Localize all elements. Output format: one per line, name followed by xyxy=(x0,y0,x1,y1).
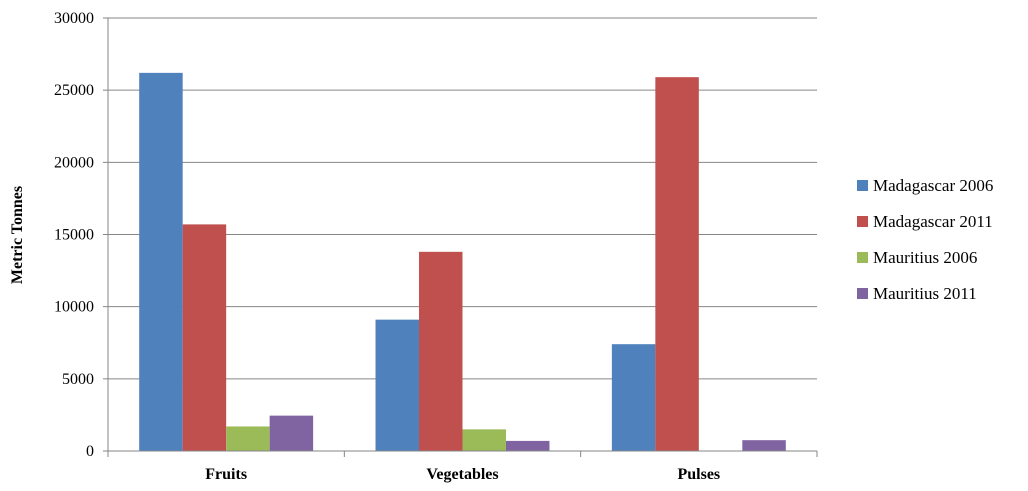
y-axis-title: Metric Tonnes xyxy=(9,186,26,284)
bar-madagascar-2011-vegetables xyxy=(419,251,463,451)
category-label: Vegetables xyxy=(426,466,498,483)
legend-item: Mauritius 2011 xyxy=(857,284,977,303)
legend-swatch xyxy=(857,252,868,263)
legend-item: Madagascar 2006 xyxy=(857,176,993,195)
category-label: Fruits xyxy=(205,466,247,483)
bars xyxy=(139,72,786,451)
bar-mauritius-2011-fruits xyxy=(269,415,314,451)
axes xyxy=(107,18,818,457)
y-tick-label: 30000 xyxy=(54,10,94,27)
bar-madagascar-2011-pulses xyxy=(655,77,699,451)
category-label: Pulses xyxy=(677,466,720,483)
legend-item: Madagascar 2011 xyxy=(857,212,993,231)
y-tick-label: 20000 xyxy=(54,154,94,171)
y-tick-label: 15000 xyxy=(54,227,94,244)
legend-swatch xyxy=(857,216,868,227)
bar-madagascar-2006-pulses xyxy=(611,344,656,451)
legend-swatch xyxy=(857,288,868,299)
y-tick-label: 5000 xyxy=(62,371,94,388)
bar-madagascar-2006-vegetables xyxy=(375,319,420,451)
category-labels: Fruits Vegetables Pulses xyxy=(205,466,720,483)
legend-label: Madagascar 2011 xyxy=(873,212,993,231)
legend: Madagascar 2006 Madagascar 2011 Mauritius … xyxy=(857,176,993,303)
bar-madagascar-2006-fruits xyxy=(139,72,183,451)
legend-label: Madagascar 2006 xyxy=(873,176,993,195)
bar-mauritius-2006-fruits xyxy=(226,426,270,451)
legend-swatch xyxy=(857,180,868,191)
bar-mauritius-2011-vegetables xyxy=(505,440,550,451)
y-tick-label: 0 xyxy=(86,443,94,460)
y-tick-label: 10000 xyxy=(54,299,94,316)
legend-item: Mauritius 2006 xyxy=(857,248,977,267)
legend-label: Mauritius 2011 xyxy=(873,284,977,303)
y-tick-labels: 0 5000 10000 15000 20000 25000 30000 xyxy=(54,10,94,460)
bar-mauritius-2011-pulses xyxy=(742,440,786,451)
bar-mauritius-2006-vegetables xyxy=(462,429,506,451)
bar-madagascar-2011-fruits xyxy=(182,224,227,451)
y-tick-label: 25000 xyxy=(54,82,94,99)
legend-label: Mauritius 2006 xyxy=(873,248,977,267)
